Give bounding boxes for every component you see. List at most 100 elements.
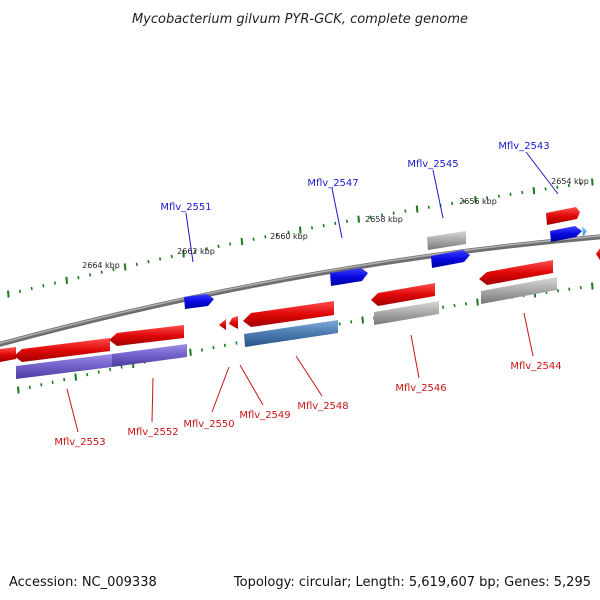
minor-tick	[205, 247, 208, 251]
minor-tick	[556, 289, 559, 293]
gene-arrow-mflv-2544-red[interactable]	[479, 260, 553, 285]
minor-tick	[100, 270, 103, 274]
gene-arrow-mflv-2548-red[interactable]	[243, 301, 334, 327]
minor-tick	[464, 302, 468, 306]
tick-label: 2656 kbp	[459, 197, 497, 206]
gene-arrow-edge-red[interactable]	[596, 248, 600, 260]
minor-tick	[497, 194, 500, 198]
gene-arrow-mflv-2546[interactable]	[374, 301, 439, 325]
genome-backbone	[0, 234, 600, 347]
minor-tick	[451, 201, 454, 206]
minor-tick	[235, 341, 238, 345]
minor-tick	[579, 182, 582, 186]
gene-label-mflv-2549[interactable]: Mflv_2549	[239, 410, 290, 421]
minor-tick	[147, 259, 150, 264]
gene-arrow-mflv-2547[interactable]	[330, 268, 368, 286]
leader-line	[185, 212, 194, 263]
tick-label: 2654 kbp	[551, 177, 589, 186]
leader-line	[432, 169, 444, 219]
minor-tick	[579, 285, 582, 290]
leader-line	[211, 366, 230, 413]
minor-tick	[86, 372, 89, 377]
minor-tick	[135, 262, 138, 266]
accession-text: Accession: NC_009338	[9, 575, 157, 590]
gene-arrow-mflv-2548[interactable]	[244, 320, 338, 347]
outer-tick-ring	[7, 178, 594, 298]
minor-tick	[462, 199, 465, 204]
minor-tick	[109, 367, 112, 372]
gene-arrow-mflv-2549[interactable]	[229, 316, 238, 329]
minor-tick	[63, 378, 66, 382]
minor-tick	[453, 303, 456, 308]
gene-label-mflv-2552[interactable]: Mflv_2552	[127, 427, 178, 438]
gene-arrow-mflv-2550[interactable]	[219, 319, 226, 330]
tick-label: 2664 kbp	[82, 261, 120, 270]
minor-tick	[392, 211, 395, 215]
minor-tick	[51, 380, 54, 384]
gene-label-mflv-2548[interactable]: Mflv_2548	[297, 401, 348, 412]
gene-arrow-mflv-2553-red[interactable]	[14, 338, 110, 362]
minor-tick	[486, 196, 489, 200]
genome-backbone-highlight	[0, 235, 600, 345]
minor-tick	[97, 370, 100, 374]
gene-arrow-mflv-2553[interactable]	[16, 354, 112, 379]
forward-genes	[184, 207, 600, 309]
gene-arrow-mflv-2551[interactable]	[184, 294, 214, 309]
gene-arrow-mflv-2552[interactable]	[112, 344, 187, 367]
minor-tick	[334, 221, 337, 226]
minor-tick	[159, 257, 162, 261]
major-tick	[65, 276, 68, 284]
minor-tick	[350, 320, 353, 324]
gene-label-mflv-2550[interactable]: Mflv_2550	[183, 419, 234, 430]
minor-tick	[40, 383, 43, 387]
major-tick	[7, 290, 10, 298]
major-tick	[591, 282, 594, 290]
minor-tick	[345, 219, 349, 223]
minor-tick	[194, 249, 197, 254]
minor-tick	[120, 365, 123, 369]
minor-tick	[544, 187, 547, 191]
minor-tick	[567, 183, 570, 188]
tick-label: 2662 kbp	[177, 247, 215, 256]
major-tick	[299, 226, 302, 234]
gene-arrow-mflv-2544[interactable]	[481, 277, 557, 304]
topology-text: Topology: circular; Length: 5,619,607 bp…	[233, 575, 591, 590]
minor-tick	[264, 235, 267, 239]
gene-arrow-mflv-2546-red[interactable]	[371, 283, 435, 306]
minor-tick	[521, 190, 524, 195]
major-tick	[123, 263, 127, 271]
minor-tick	[170, 254, 173, 259]
gene-arrow-edge-left[interactable]	[0, 347, 16, 362]
gene-arrow-mflv-2545[interactable]	[431, 250, 470, 268]
minor-tick	[217, 244, 220, 249]
gene-label-mflv-2553[interactable]: Mflv_2553	[54, 437, 105, 448]
gene-arrow-mflv-2552-red[interactable]	[109, 325, 184, 346]
minor-tick	[556, 185, 559, 189]
minor-tick	[369, 215, 372, 219]
minor-tick	[89, 273, 92, 277]
major-tick	[240, 238, 244, 246]
gene-label-mflv-2551[interactable]: Mflv_2551	[160, 202, 211, 213]
major-tick	[532, 187, 536, 195]
minor-tick	[322, 223, 325, 228]
minor-tick	[338, 322, 341, 326]
minor-tick	[287, 230, 290, 234]
gene-arrow-mflv-2543-red[interactable]	[546, 207, 580, 225]
gene-arrow-mflv-2545-grey[interactable]	[427, 231, 466, 250]
gene-label-mflv-2543[interactable]: Mflv_2543	[498, 141, 549, 152]
minor-tick	[509, 192, 512, 196]
major-tick	[474, 196, 477, 204]
leader-line	[525, 151, 559, 195]
major-tick	[476, 298, 479, 306]
gene-arrow-mflv-2543[interactable]	[550, 226, 582, 242]
gene-label-mflv-2546[interactable]: Mflv_2546	[395, 383, 446, 394]
tick-label: 2660 kbp	[270, 232, 308, 241]
gene-arrow-small-cyan[interactable]	[582, 226, 587, 237]
major-tick	[357, 215, 360, 223]
leader-line	[151, 377, 154, 423]
gene-label-mflv-2545[interactable]: Mflv_2545	[407, 159, 458, 170]
minor-tick	[404, 209, 407, 213]
gene-label-mflv-2544[interactable]: Mflv_2544	[510, 361, 561, 372]
gene-label-mflv-2547[interactable]: Mflv_2547	[307, 178, 358, 189]
